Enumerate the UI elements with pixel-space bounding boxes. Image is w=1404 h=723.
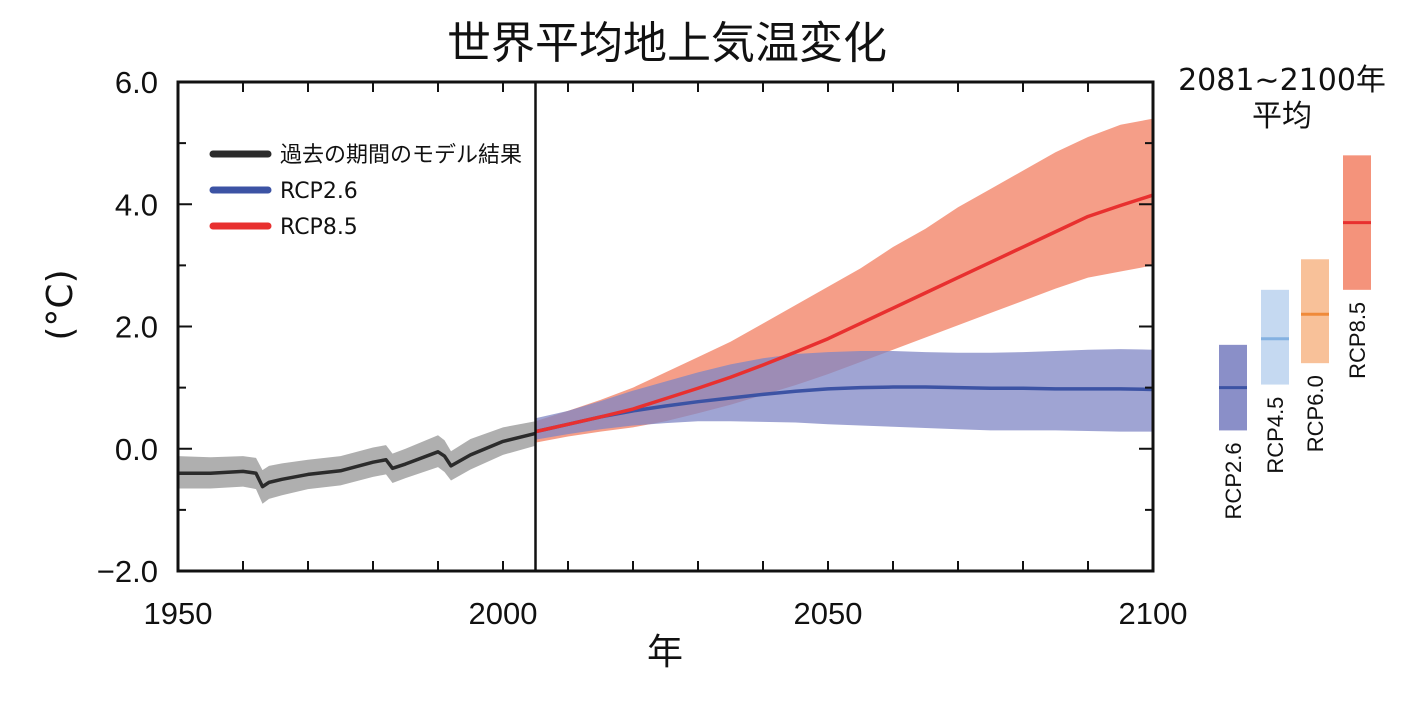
line-rcp8-5 (535, 193, 1154, 434)
band-rcp8-5 (535, 118, 1153, 443)
x-axis-label: 年 (647, 632, 683, 673)
y-tick-label: 4.0 (115, 187, 158, 222)
chart-title: 世界平均地上気温変化 (447, 18, 887, 69)
period-average-bars: RCP2.6 RCP4.5 RCP6.0 RCP8.5 (1219, 155, 1371, 519)
y-tick-label: 0.0 (115, 432, 158, 467)
y-tick-label: 2.0 (115, 310, 158, 345)
series-lines (178, 193, 1154, 489)
avg-bar-rcp6-0 (1301, 259, 1329, 364)
legend: 過去の期間のモデル結果 RCP2.6 RCP8.5 (209, 143, 522, 240)
y-tick-labels: 6.0 4.0 2.0 0.0 −2.0 (97, 65, 158, 589)
x-tick-labels: 1950 2000 2050 2100 (144, 596, 1188, 631)
legend-label: 過去の期間のモデル結果 (280, 143, 522, 168)
period-average-subtitle: 平均 (1252, 99, 1312, 134)
x-tick-label: 2000 (469, 596, 538, 631)
y-axis-label: (°C) (40, 269, 81, 340)
band-historical (178, 421, 536, 504)
axis-ticks (177, 81, 1154, 572)
avg-bar-rcp4-5 (1261, 289, 1289, 385)
x-tick-label: 1950 (144, 596, 213, 631)
line-rcp2-6 (535, 385, 1154, 434)
avg-bar-label: RCP6.0 (1303, 375, 1328, 452)
x-tick-label: 2100 (1119, 596, 1188, 631)
uncertainty-bands (178, 118, 1153, 504)
avg-bar-label: RCP8.5 (1345, 302, 1370, 379)
avg-bar-label: RCP4.5 (1263, 397, 1288, 474)
period-average-title: 2081∼2100年 (1178, 63, 1386, 98)
y-tick-label: −2.0 (97, 554, 158, 589)
band-rcp2-6 (535, 349, 1153, 440)
avg-bar-label: RCP2.6 (1221, 442, 1246, 519)
legend-label: RCP8.5 (280, 215, 358, 240)
x-tick-label: 2050 (794, 596, 863, 631)
legend-label: RCP2.6 (280, 179, 358, 204)
line-historical (178, 431, 536, 489)
y-tick-label: 6.0 (115, 65, 158, 100)
